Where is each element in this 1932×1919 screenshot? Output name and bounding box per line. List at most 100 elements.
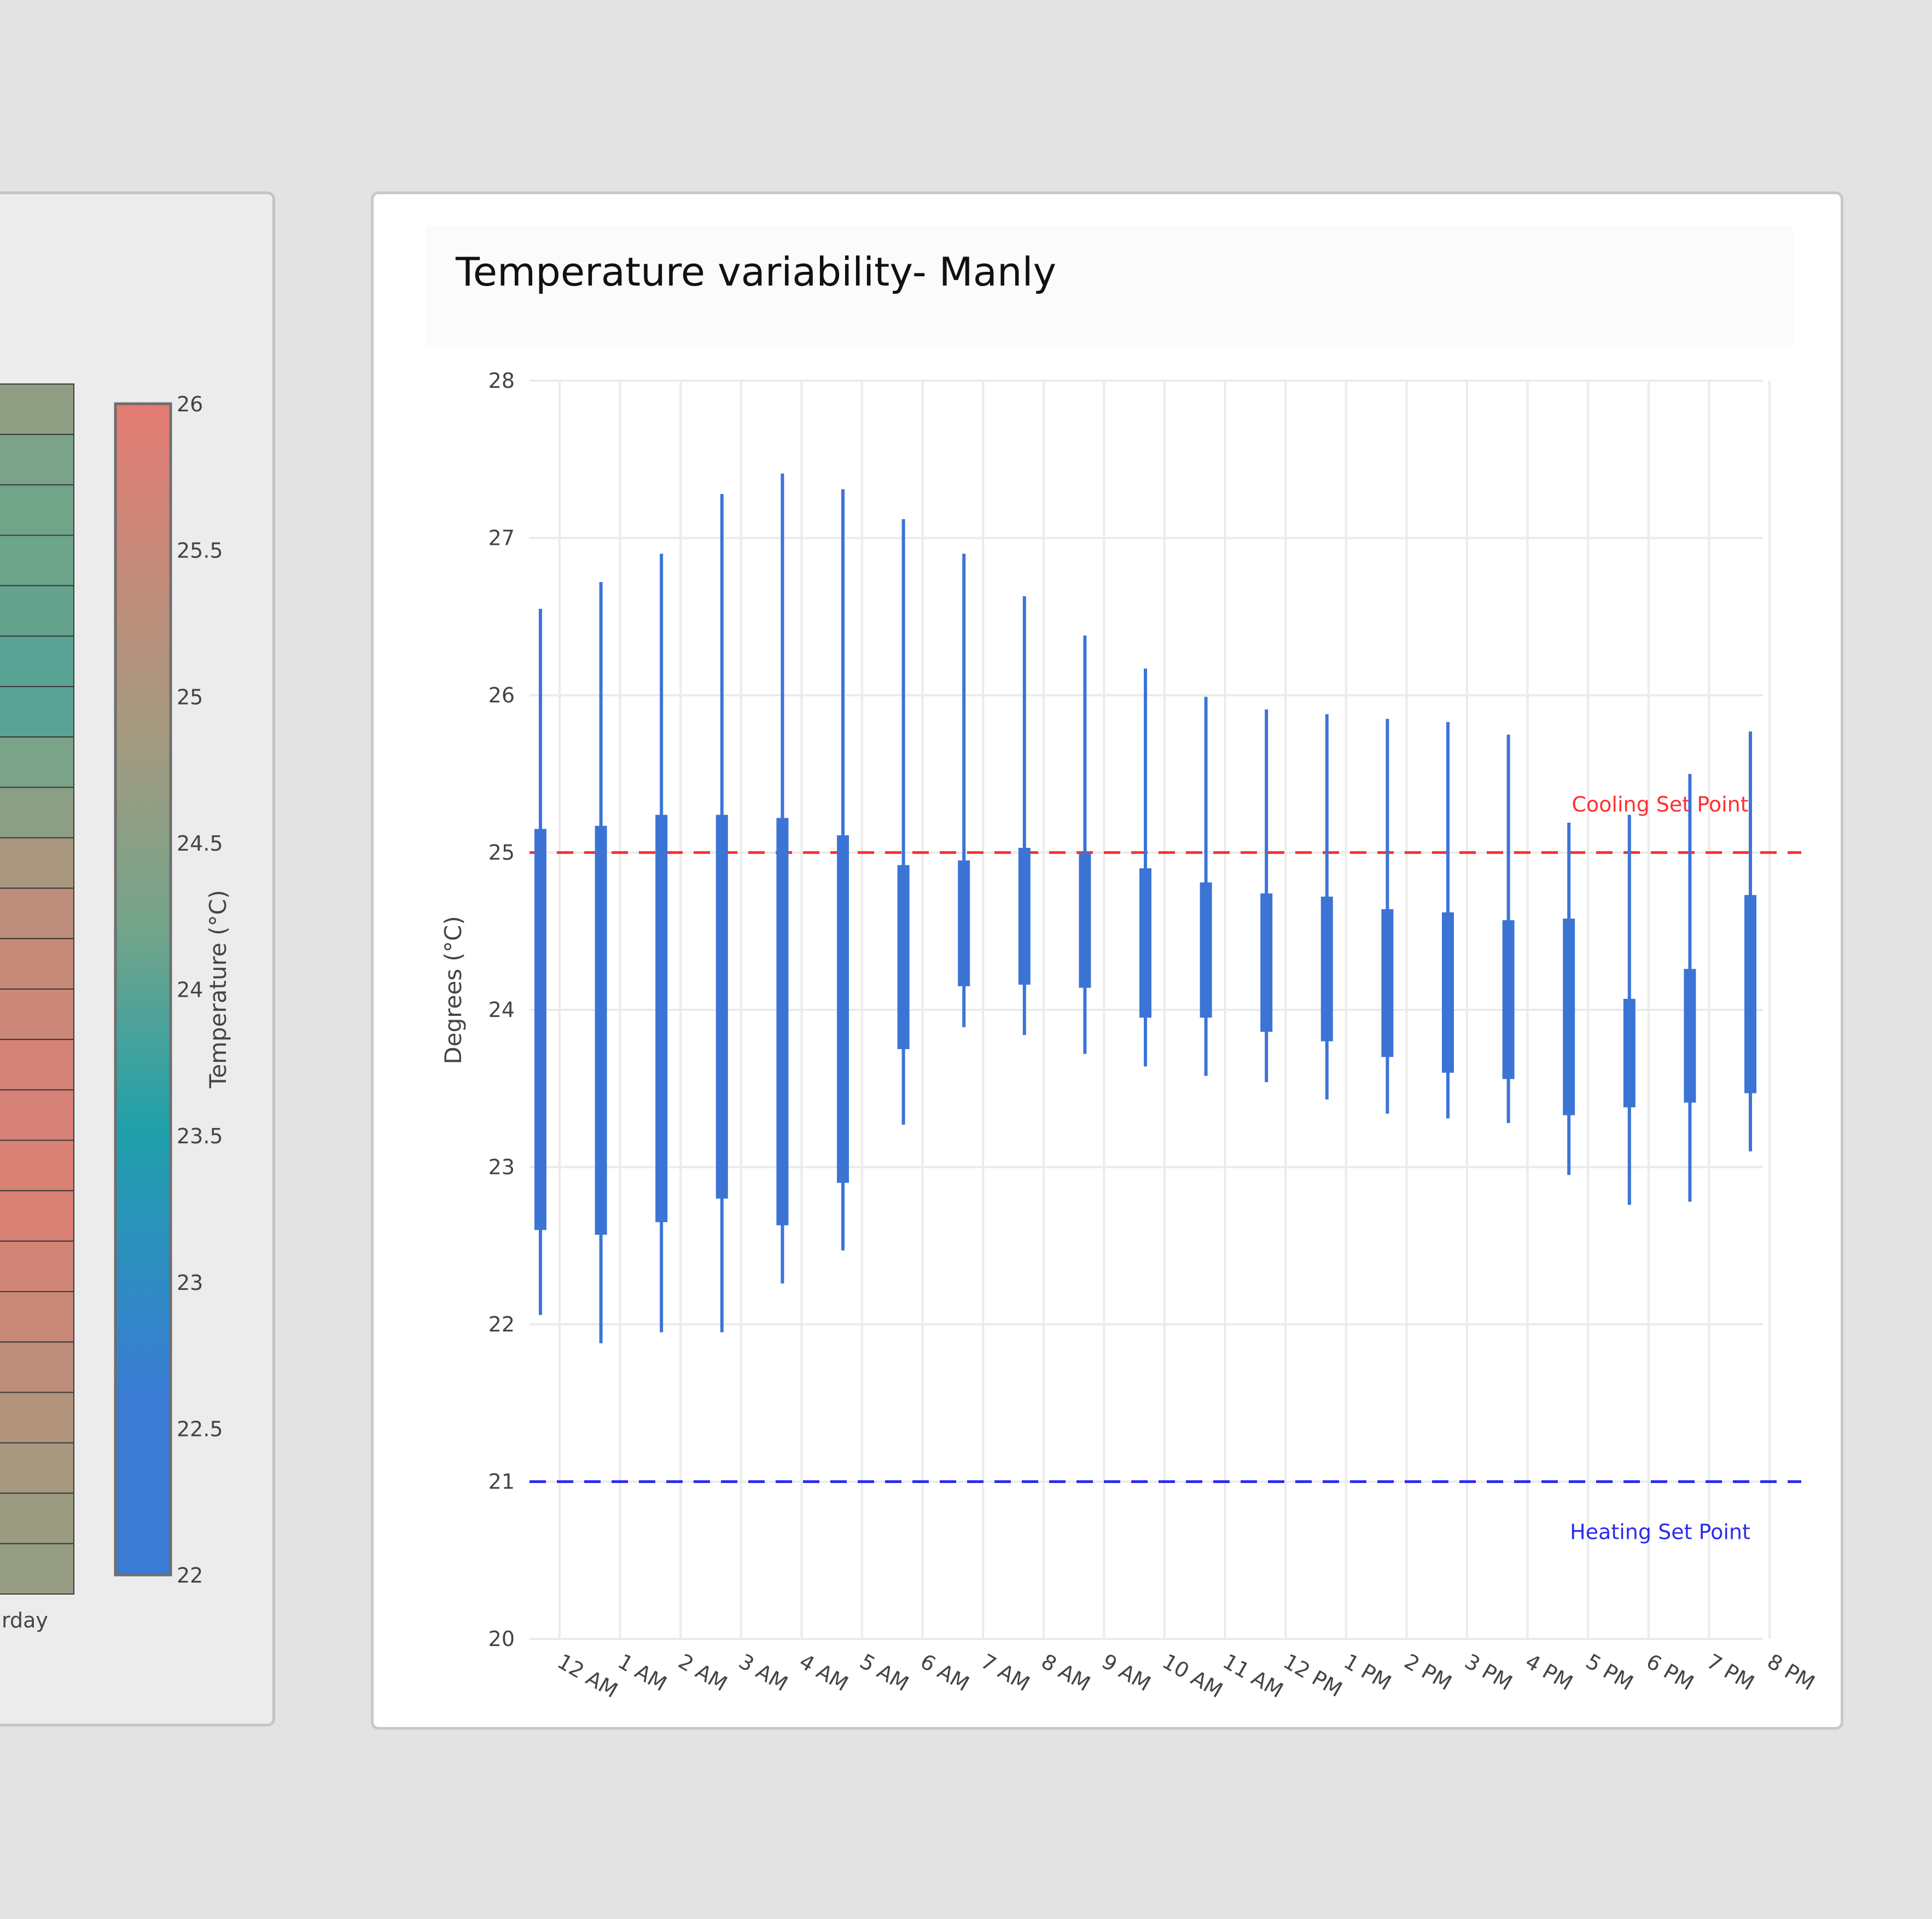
y-tick-label: 25 [488, 841, 515, 865]
heatmap-cell[interactable] [0, 938, 74, 990]
box-15[interactable] [1442, 722, 1454, 1119]
box-6[interactable] [897, 519, 910, 1125]
heatmap-panel: 22 22.5 23 23.5 24 24.5 25 25.5 26 Temperature (… [0, 191, 275, 1726]
box-17[interactable] [1563, 822, 1575, 1175]
y-tick-label: 22 [488, 1312, 515, 1336]
heatmap-cell[interactable] [0, 1341, 74, 1393]
heatmap-cell[interactable] [0, 1442, 74, 1494]
colorbar-tick-label: 25.5 [177, 539, 223, 563]
x-tick-label: 1 PM [1340, 1649, 1395, 1695]
heatmap-cell[interactable] [0, 686, 74, 738]
heatmap-cell[interactable] [0, 787, 74, 839]
x-tick-label: 9 AM [1098, 1649, 1155, 1696]
box-2[interactable] [655, 554, 668, 1333]
y-tick-label: 20 [488, 1627, 515, 1651]
heatmap-cell[interactable] [0, 837, 74, 889]
box-body [1381, 909, 1394, 1057]
x-tick-label: 4 PM [1521, 1649, 1577, 1695]
reference-line-label: Heating Set Point [1570, 1520, 1750, 1544]
y-tick-label: 26 [488, 683, 515, 707]
y-axis-title: Degrees (°C) [440, 916, 467, 1064]
box-body [1079, 852, 1091, 988]
heatmap-cell[interactable] [0, 635, 74, 687]
box-14[interactable] [1381, 719, 1394, 1114]
title-band [426, 226, 1793, 347]
heatmap-cell[interactable] [0, 1089, 74, 1141]
x-tick-label: 12 PM [1279, 1649, 1347, 1702]
box-body [1684, 969, 1696, 1103]
heatmap-cell[interactable] [0, 1240, 74, 1293]
heatmap-cell[interactable] [0, 887, 74, 939]
heatmap-cell[interactable] [0, 736, 74, 788]
box-9[interactable] [1079, 635, 1091, 1054]
colorbar-tick-label: 24.5 [177, 831, 223, 856]
heatmap-cell[interactable] [0, 434, 74, 486]
box-body [1139, 868, 1151, 1018]
colorbar-tick-label: 25 [177, 685, 203, 709]
heatmap-cell[interactable] [0, 1392, 74, 1444]
x-tick-label: 6 AM [916, 1649, 973, 1696]
heatmap-cell[interactable] [0, 1291, 74, 1343]
heatmap-cell[interactable] [0, 585, 74, 637]
box-body [837, 835, 849, 1183]
box-body [1502, 920, 1515, 1079]
heatmap-cell[interactable] [0, 484, 74, 536]
box-0[interactable] [534, 608, 546, 1315]
box-16[interactable] [1502, 734, 1515, 1123]
box-chart-panel: Temperature variability- Manly Cooling S… [371, 191, 1843, 1730]
heatmap-cell[interactable] [0, 1039, 74, 1091]
x-tick-label: 5 AM [856, 1649, 913, 1696]
colorbar-tick-label: 22 [177, 1563, 203, 1587]
colorbar-tick-label: 22.5 [177, 1417, 223, 1441]
box-body [595, 825, 607, 1235]
heatmap-cell[interactable] [0, 988, 74, 1040]
y-tick-label: 28 [488, 369, 515, 393]
box-body [958, 860, 970, 986]
box-4[interactable] [776, 473, 789, 1284]
box-18[interactable] [1623, 815, 1636, 1205]
box-body [715, 815, 728, 1199]
colorbar-ticks: 22 22.5 23 23.5 24 24.5 25 25.5 26 [177, 392, 223, 1587]
x-tick-label: 5 PM [1582, 1649, 1638, 1695]
box-1[interactable] [595, 582, 607, 1344]
x-tick-label: 3 AM [735, 1649, 792, 1696]
heatmap-cells [0, 383, 74, 1595]
box-5[interactable] [837, 489, 849, 1251]
box-body [655, 815, 668, 1223]
heatmap-cell[interactable] [0, 534, 74, 586]
colorbar-tick-label: 23 [177, 1271, 203, 1295]
box-20[interactable] [1744, 731, 1756, 1152]
box-8[interactable] [1018, 596, 1031, 1035]
heatmap-cell[interactable] [0, 383, 74, 435]
y-tick-label: 24 [488, 998, 515, 1022]
box-13[interactable] [1320, 714, 1333, 1100]
box-body [1744, 895, 1756, 1094]
x-tick-label: 1 AM [614, 1649, 671, 1696]
heatmap-cell[interactable] [0, 1139, 74, 1191]
colorbar-title: Temperature (°C) [205, 890, 231, 1089]
chart-title: Temperature variability- Manly [456, 249, 1057, 295]
box-series [534, 473, 1756, 1344]
colorbar-tick-label: 24 [177, 978, 203, 1002]
box-12[interactable] [1260, 709, 1273, 1083]
box-3[interactable] [715, 494, 728, 1333]
box-11[interactable] [1200, 696, 1212, 1076]
box-19[interactable] [1684, 774, 1696, 1202]
y-tick-labels: 20 21 22 23 24 25 26 27 28 [488, 369, 515, 1651]
box-body [1260, 893, 1273, 1032]
colorbar-tick-label: 23.5 [177, 1124, 223, 1148]
x-tick-label: 12 AM [554, 1649, 622, 1703]
y-tick-label: 27 [488, 526, 515, 550]
box-7[interactable] [958, 554, 970, 1027]
heatmap-cell[interactable] [0, 1543, 74, 1595]
heatmap-cell[interactable] [0, 1190, 74, 1242]
box-10[interactable] [1139, 668, 1151, 1067]
box-body [1563, 918, 1575, 1115]
x-tick-label: 8 PM [1764, 1649, 1819, 1695]
heatmap-svg: 22 22.5 23 23.5 24 24.5 25 25.5 26 Temperature (… [0, 383, 231, 1632]
x-tick-label: 4 AM [795, 1649, 852, 1696]
box-body [534, 829, 546, 1230]
heatmap-cell[interactable] [0, 1492, 74, 1544]
box-body [1018, 847, 1031, 985]
